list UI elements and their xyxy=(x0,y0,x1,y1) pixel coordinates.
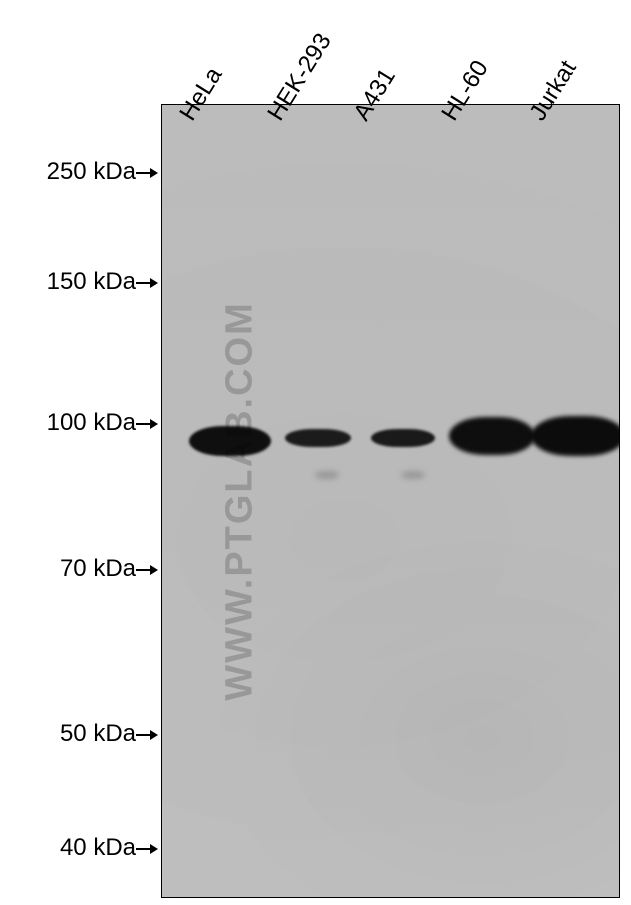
marker-text: 50 kDa xyxy=(60,720,136,747)
marker-label: 50 kDa xyxy=(0,720,158,748)
band xyxy=(449,417,535,455)
band xyxy=(371,429,435,447)
marker-text: 40 kDa xyxy=(60,834,136,861)
arrow-right-icon xyxy=(136,842,158,856)
band xyxy=(285,429,351,447)
marker-text: 150 kDa xyxy=(47,268,136,295)
band xyxy=(189,426,271,456)
faint-band xyxy=(401,471,425,479)
arrow-right-icon xyxy=(136,417,158,431)
membrane-background xyxy=(162,105,619,897)
faint-band xyxy=(315,471,339,479)
western-blot-figure: WWW.PTGLAB.COM HeLaHEK-293A431HL-60Jurka… xyxy=(0,0,631,905)
marker-label: 40 kDa xyxy=(0,834,158,862)
arrow-right-icon xyxy=(136,276,158,290)
marker-label: 70 kDa xyxy=(0,555,158,583)
band xyxy=(531,416,620,456)
marker-label: 150 kDa xyxy=(0,268,158,296)
arrow-right-icon xyxy=(136,563,158,577)
marker-text: 100 kDa xyxy=(47,409,136,436)
arrow-right-icon xyxy=(136,166,158,180)
marker-text: 70 kDa xyxy=(60,555,136,582)
marker-label: 250 kDa xyxy=(0,158,158,186)
marker-label: 100 kDa xyxy=(0,409,158,437)
blot-membrane: WWW.PTGLAB.COM xyxy=(161,104,620,898)
arrow-right-icon xyxy=(136,728,158,742)
marker-text: 250 kDa xyxy=(47,158,136,185)
